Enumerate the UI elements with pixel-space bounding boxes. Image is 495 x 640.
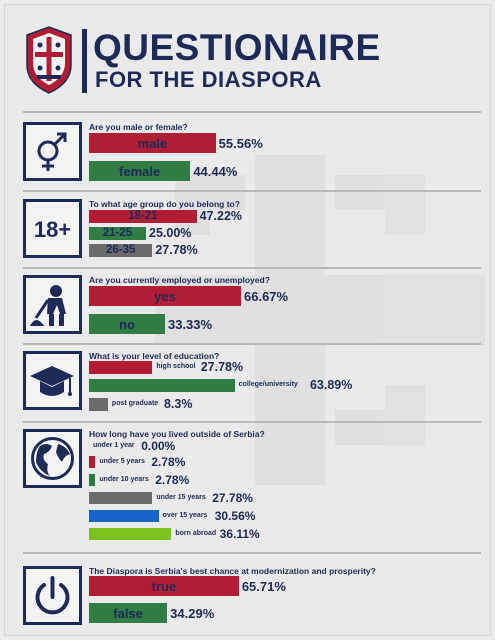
bar	[89, 227, 146, 240]
question-text: How long have you lived outside of Serbi…	[89, 429, 265, 439]
category-label: under 10 years	[99, 475, 149, 483]
bar	[89, 398, 108, 411]
divider	[23, 190, 481, 192]
bar	[89, 576, 239, 596]
power-icon-box	[23, 566, 82, 625]
bar	[89, 244, 153, 257]
value-label: 33.33%	[167, 316, 213, 332]
category-label: false	[113, 605, 143, 621]
education-icon-box	[23, 351, 82, 410]
graduation-cap-icon	[30, 366, 74, 396]
value-label: 34.29%	[170, 605, 215, 621]
value-label: 8.3%	[163, 397, 193, 412]
category-label: under 15 years	[156, 493, 206, 501]
bar	[89, 474, 96, 486]
bar	[89, 210, 197, 223]
question-text: Are you currently employed or unemployed…	[89, 275, 270, 285]
worker-icon	[30, 285, 66, 326]
question-text: The Diaspora is Serbia's best chance at …	[89, 566, 376, 576]
divider	[23, 421, 481, 423]
category-label: post graduate	[111, 400, 159, 407]
category-label: female	[119, 163, 161, 179]
category-label: under 5 years	[99, 457, 145, 465]
value-label: 0.00%	[141, 439, 176, 453]
value-label: 2.78%	[151, 455, 186, 469]
age-icon-box: 18+	[23, 199, 82, 258]
category-label: 18-21	[128, 209, 158, 222]
divider	[23, 267, 481, 269]
globe-icon	[31, 437, 74, 480]
divider	[23, 552, 481, 554]
category-label: college/university	[238, 381, 298, 388]
serbian-crest-logo	[26, 26, 72, 94]
category-label: under 1 year	[93, 441, 135, 449]
gender-icon	[37, 132, 67, 171]
category-label: male	[137, 135, 168, 151]
bar	[89, 492, 153, 504]
category-label: no	[119, 316, 135, 332]
title-accent-bar	[82, 29, 87, 93]
value-label: 25.00%	[149, 226, 192, 241]
bar	[89, 361, 153, 374]
value-label: 44.44%	[193, 163, 238, 179]
question-text: To what age group do you belong to?	[89, 199, 240, 209]
category-label: true	[151, 578, 177, 594]
value-label: 65.71%	[241, 578, 286, 594]
question-text: What is your level of education?	[89, 351, 220, 361]
bar	[89, 456, 96, 468]
category-label: 26-35	[105, 243, 136, 256]
bar	[89, 603, 168, 623]
bar	[89, 528, 172, 540]
category-label: 21-25	[102, 226, 133, 239]
page-subtitle: FOR THE DIASPORA	[95, 67, 322, 92]
value-label: 47.22%	[199, 209, 243, 224]
bar	[89, 161, 191, 181]
divider	[23, 111, 481, 113]
value-label: 2.78%	[155, 473, 190, 487]
value-label: 30.56%	[214, 509, 256, 523]
value-label: 63.89%	[309, 378, 353, 393]
value-label: 55.56%	[218, 135, 263, 151]
bar	[89, 133, 216, 153]
bar	[89, 314, 165, 334]
category-label: high school	[156, 363, 196, 370]
age-18plus-icon: 18+	[34, 217, 71, 242]
power-icon	[35, 576, 70, 615]
question-text: Are you male or female?	[89, 122, 188, 132]
globe-icon-box	[23, 429, 82, 488]
value-label: 36.11%	[219, 527, 260, 541]
category-label: born abroad	[175, 529, 217, 537]
value-label: 27.78%	[155, 243, 198, 258]
category-label: over 15 years	[162, 511, 208, 519]
bar	[89, 379, 235, 392]
bar	[89, 510, 159, 522]
category-label: yes	[154, 288, 176, 304]
bar	[89, 286, 241, 306]
value-label: 66.67%	[244, 288, 289, 304]
gender-icon-box	[23, 122, 82, 181]
page-title: QUESTIONAIRE	[93, 27, 381, 68]
value-label: 27.78%	[212, 491, 253, 505]
infographic-frame: QUESTIONAIRE FOR THE DIASPORA 18+	[4, 4, 491, 636]
worker-icon-box	[23, 275, 82, 334]
divider	[23, 343, 481, 345]
value-label: 27.78%	[200, 360, 244, 375]
svg-text:18+: 18+	[34, 217, 71, 242]
